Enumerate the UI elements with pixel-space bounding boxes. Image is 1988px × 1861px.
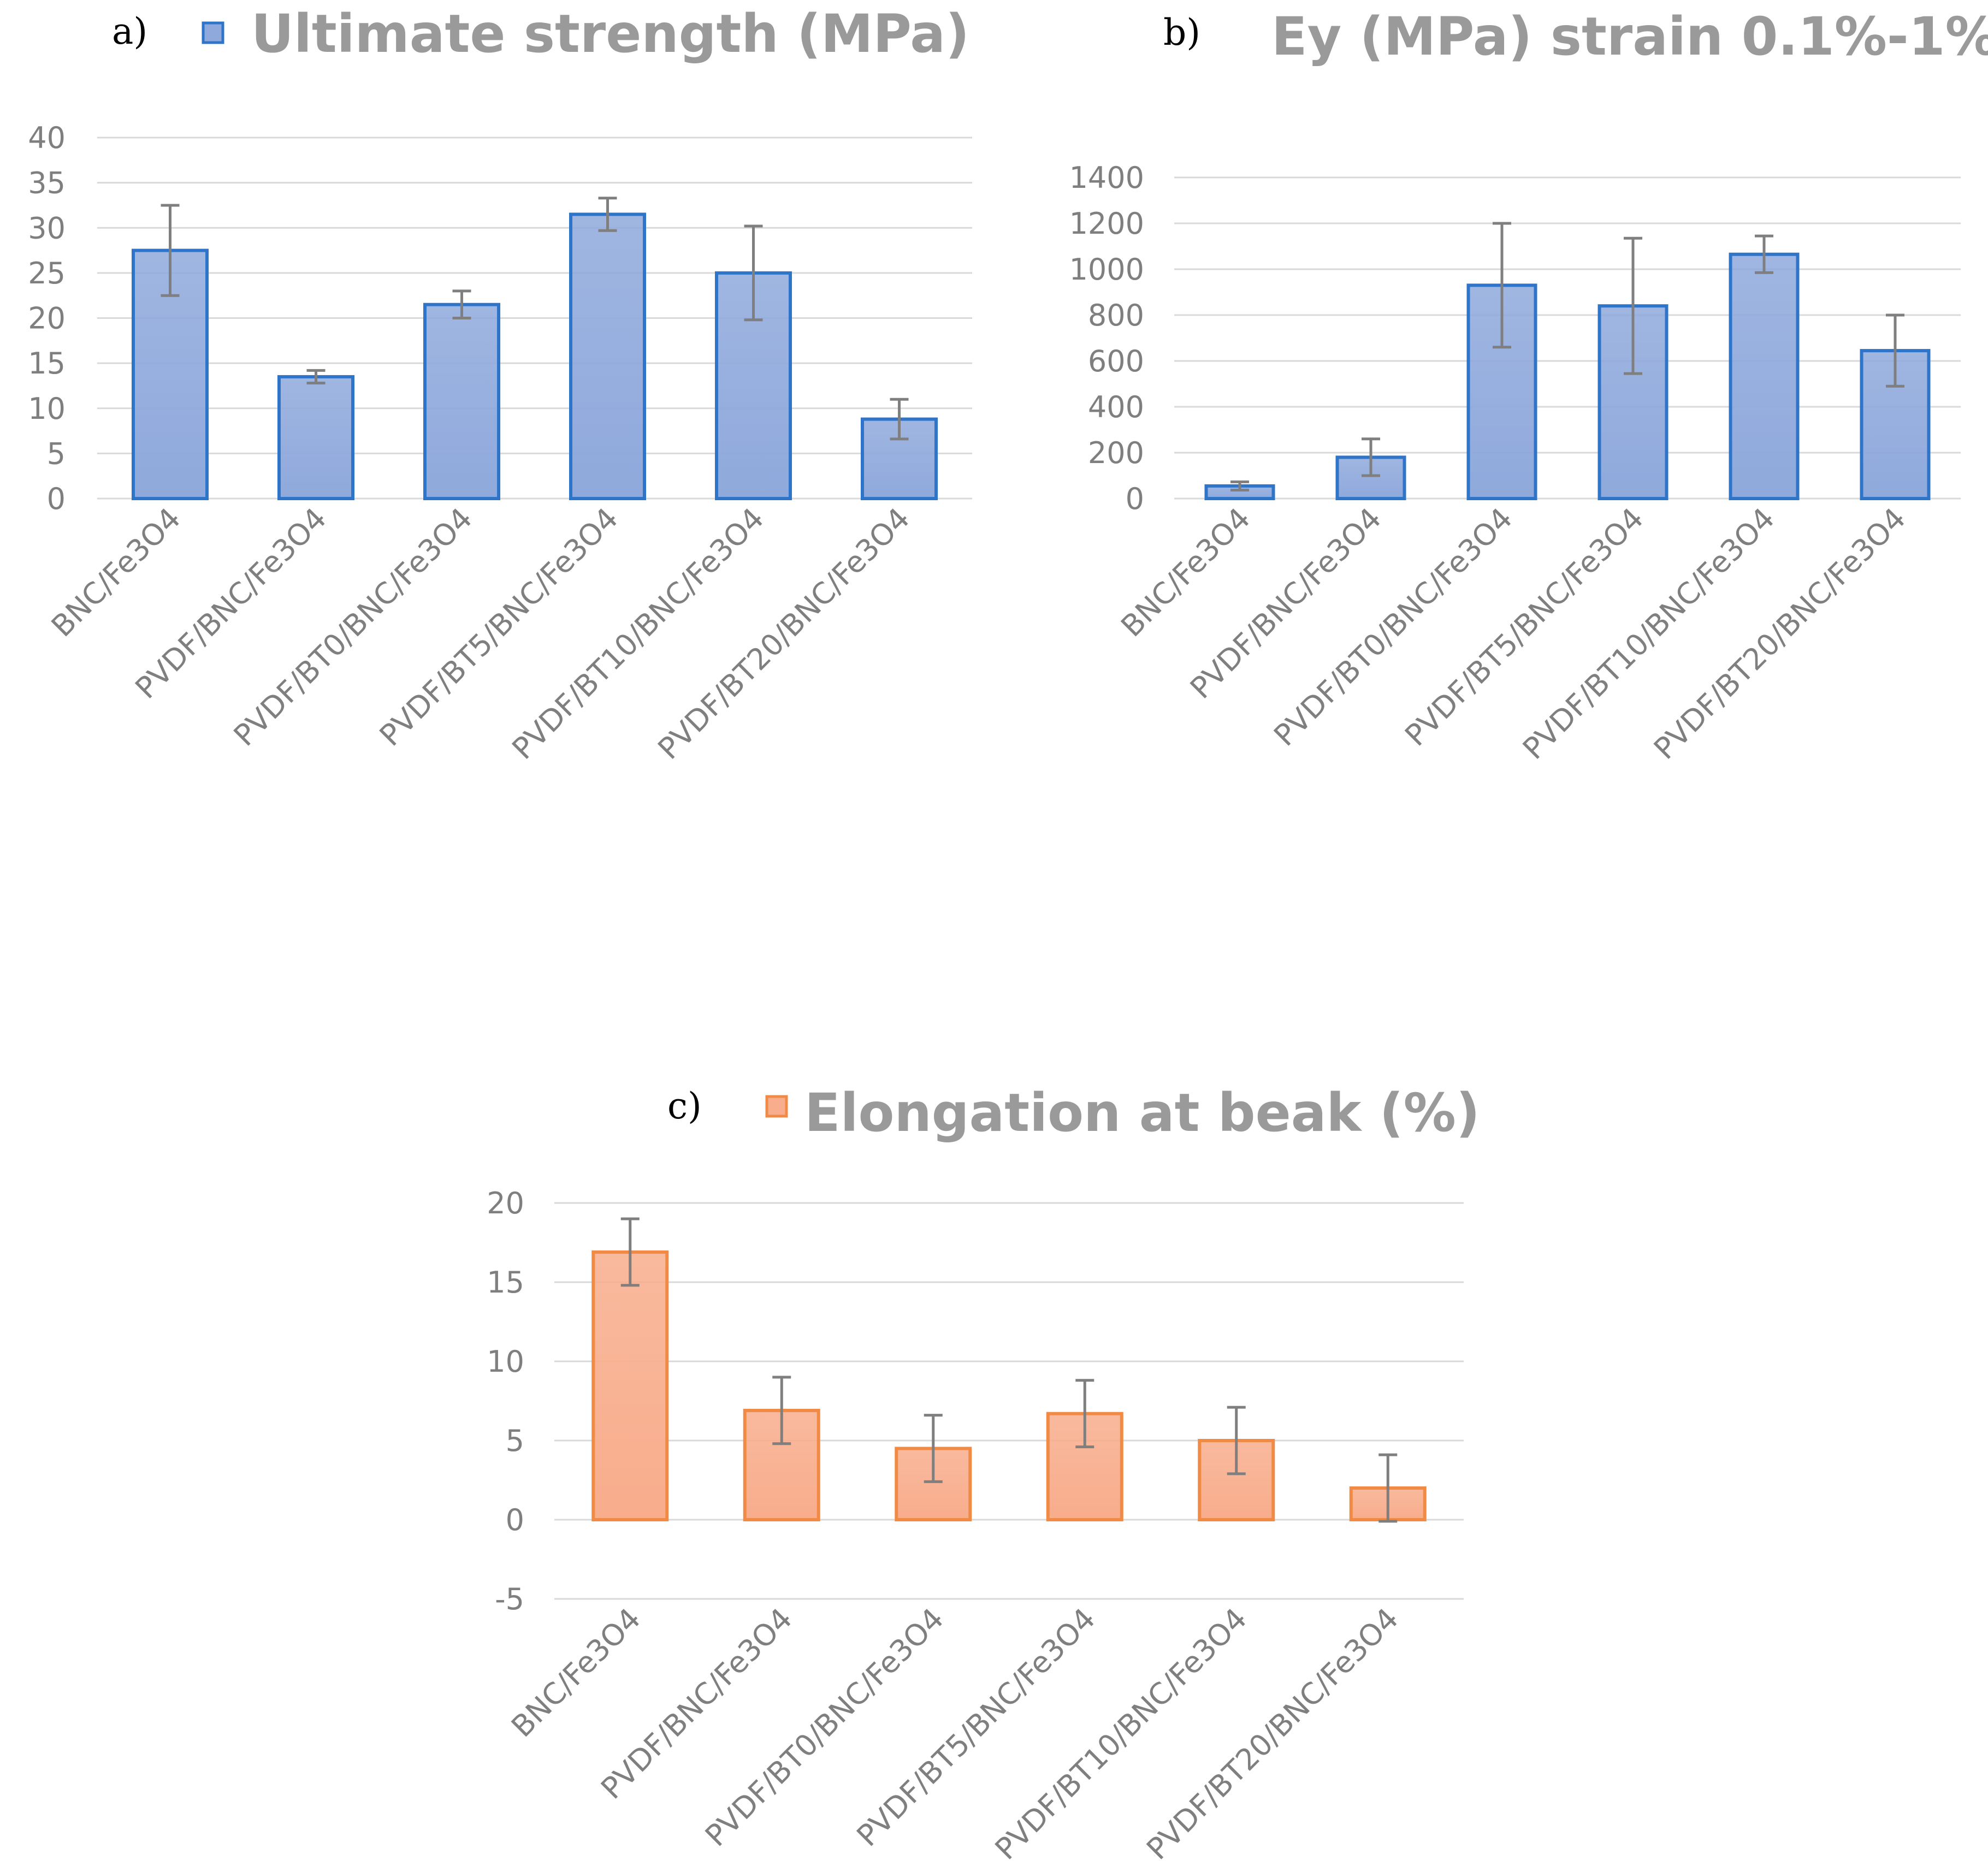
y-tick-label: 0: [506, 1503, 524, 1537]
y-tick-label: 0: [47, 482, 66, 516]
bar: [569, 212, 646, 500]
bar: [423, 303, 500, 501]
y-tick-label: 600: [1088, 344, 1144, 378]
y-tick-label: 20: [487, 1186, 524, 1220]
y-tick-label: 400: [1088, 390, 1144, 424]
y-tick-label: 20: [28, 301, 66, 336]
y-tick-label: 0: [1126, 482, 1144, 516]
legend-swatch-a: [202, 21, 224, 44]
y-tick-label: 25: [28, 256, 66, 291]
chart-title-a: Ultimate strength (MPa): [251, 3, 969, 64]
bar: [1729, 252, 1800, 500]
y-tick-label: 15: [487, 1265, 524, 1300]
y-tick-label: 35: [28, 166, 66, 200]
y-tick-label: 1400: [1069, 161, 1144, 195]
legend-swatch-c: [765, 1095, 788, 1118]
y-tick-label: 200: [1088, 436, 1144, 470]
chart-title-b: Ey (MPa) strain 0.1%-1%: [1271, 6, 1988, 67]
y-tick-label: 10: [28, 392, 66, 426]
y-tick-label: 40: [28, 121, 66, 155]
chart-title-c: Elongation at beak (%): [804, 1082, 1480, 1143]
panel-letter-c: c): [667, 1085, 702, 1127]
y-tick-label: 1000: [1069, 252, 1144, 287]
y-tick-label: 5: [47, 436, 66, 471]
y-tick-label: 30: [28, 211, 66, 245]
y-tick-label: 5: [506, 1424, 524, 1458]
bar: [591, 1250, 669, 1521]
panel-letter-b: b): [1163, 11, 1200, 54]
y-tick-label: 15: [28, 346, 66, 381]
y-tick-label: 10: [487, 1344, 524, 1379]
y-tick-label: -5: [495, 1582, 524, 1616]
y-tick-label: 800: [1088, 298, 1144, 333]
panel-letter-a: a): [112, 10, 147, 52]
y-tick-label: 1200: [1069, 206, 1144, 241]
bar: [277, 375, 354, 500]
